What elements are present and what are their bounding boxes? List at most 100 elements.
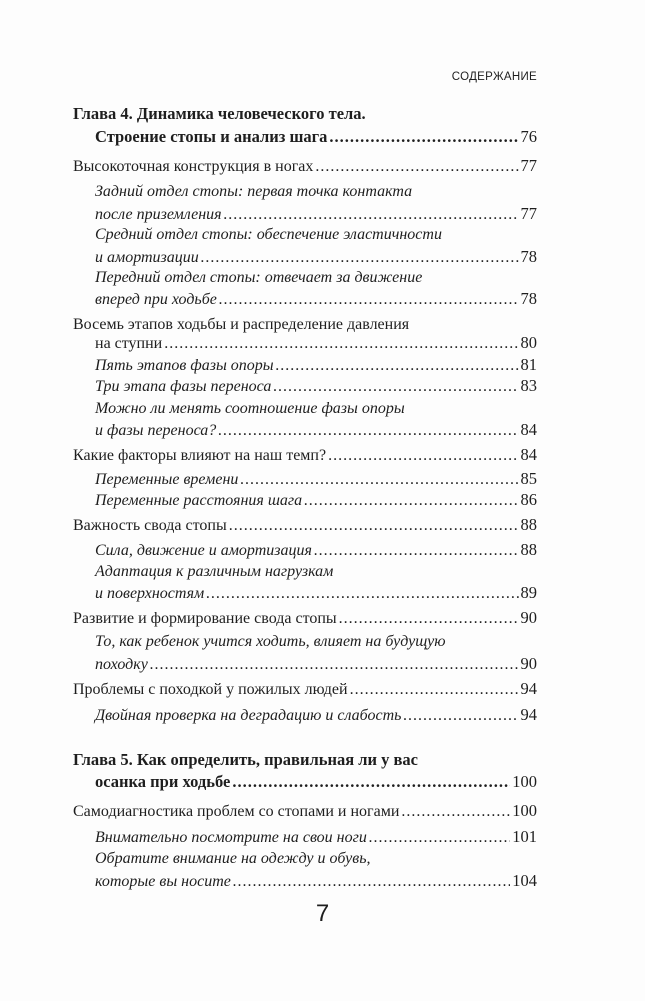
- toc-entry-title: Внимательно посмотрите на свои ноги: [95, 829, 367, 846]
- toc-page-number: 88: [520, 540, 538, 559]
- dot-leader: [369, 828, 510, 848]
- toc-entry-section: Самодиагностика проблем со стопами и ног…: [73, 801, 537, 822]
- toc-entry-title: которые вы носите: [95, 873, 231, 890]
- toc-entry-title: на ступни: [95, 335, 163, 352]
- toc-entry-title: Обратите внимание на одежду и обувь,: [95, 850, 371, 867]
- toc-entry-subsection: и амортизации 78: [95, 247, 537, 268]
- toc-entry-title: осанка при ходьбе: [95, 772, 231, 791]
- dot-leader: [276, 356, 519, 376]
- dot-leader: [350, 680, 519, 700]
- toc-entry-title: Высокоточная конструкция в ногах: [73, 158, 314, 175]
- toc-entry-title: Глава 4. Динамика человеческого тела.: [73, 104, 366, 123]
- toc-entry-subsection: То, как ребенок учится ходить, влияет на…: [95, 632, 537, 652]
- toc-entry-subsection: Обратите внимание на одежду и обувь,: [95, 849, 537, 869]
- dot-leader: [233, 872, 510, 892]
- toc-entry-title: Переменные времени: [95, 471, 239, 488]
- toc-entry-subsection: и поверхностям 89: [95, 583, 537, 604]
- toc-page-number: 81: [520, 355, 538, 374]
- toc-entry-section: Развитие и формирование свода стопы 90: [73, 608, 537, 629]
- dot-leader: [224, 205, 519, 225]
- toc-entry-title: То, как ребенок учится ходить, влияет на…: [95, 633, 446, 650]
- dot-leader: [304, 491, 518, 511]
- toc-entry-title: Самодиагностика проблем со стопами и ног…: [73, 803, 400, 820]
- toc-entry-subsection: Средний отдел стопы: обеспечение эластич…: [95, 225, 537, 245]
- toc-entry-subsection: Передний отдел стопы: отвечает за движен…: [95, 268, 537, 288]
- dot-leader: [201, 248, 519, 268]
- toc-page-number: 94: [520, 679, 538, 698]
- toc-entry-subsection: Адаптация к различным нагрузкам: [95, 562, 537, 582]
- toc-page-number: 94: [520, 705, 538, 724]
- toc-entry-subsection: Можно ли менять соотношение фазы опоры: [95, 399, 537, 419]
- toc-entry-title: Задний отдел стопы: первая точка контакт…: [95, 183, 413, 200]
- toc-entry-title: походку: [95, 656, 148, 673]
- toc-entry-section: Проблемы с походкой у пожилых людей 94: [73, 679, 537, 700]
- toc-page-number: 101: [512, 827, 537, 846]
- toc-page-number: 86: [520, 490, 538, 509]
- dot-leader: [273, 377, 518, 397]
- toc-entry-title: после приземления: [95, 206, 222, 223]
- toc-page-number: 80: [520, 333, 538, 352]
- toc-entry-title: Пять этапов фазы опоры: [95, 357, 274, 374]
- dot-leader: [339, 609, 519, 629]
- toc-page-number: 90: [520, 608, 538, 627]
- toc-entry-title: Важность свода стопы: [73, 517, 227, 534]
- dot-leader: [232, 772, 510, 792]
- dot-leader: [229, 516, 519, 536]
- dot-leader: [240, 470, 518, 490]
- toc-page-number: 90: [520, 654, 538, 673]
- toc-page-number: 84: [520, 445, 538, 464]
- toc-entry-subsection: и фазы переноса? 84: [95, 420, 537, 441]
- dot-leader: [314, 541, 519, 561]
- toc-entry-title: Глава 5. Как определить, правильная ли у…: [73, 750, 419, 769]
- toc-entry-chapter: Глава 4. Динамика человеческого тела.: [73, 104, 537, 124]
- dot-leader: [329, 127, 518, 147]
- toc-entry-title: Средний отдел стопы: обеспечение эластич…: [95, 226, 442, 243]
- toc-entry-subsection: Задний отдел стопы: первая точка контакт…: [95, 182, 537, 202]
- toc-page-number: 100: [512, 772, 537, 791]
- toc-entry-section: на ступни 80: [95, 333, 537, 354]
- toc-entry-section: Восемь этапов ходьбы и распределение дав…: [73, 315, 537, 335]
- toc-entry-title: Переменные расстояния шага: [95, 492, 303, 509]
- toc-entry-subsection: Внимательно посмотрите на свои ноги 101: [95, 827, 537, 848]
- toc-entry-subsection: Переменные времени 85: [95, 469, 537, 490]
- toc-page-number: 100: [512, 801, 537, 820]
- toc-entry-title: Двойная проверка на деградацию и слабост…: [95, 707, 402, 724]
- dot-leader: [206, 584, 518, 604]
- toc-entry-section: Высокоточная конструкция в ногах 77: [73, 156, 537, 177]
- toc-page-number: 76: [520, 127, 538, 146]
- toc-page-number: 84: [520, 420, 538, 439]
- toc-page-number: 78: [520, 247, 538, 266]
- toc-entry-title: Строение стопы и анализ шага: [95, 127, 328, 146]
- toc-entry-title: Сила, движение и амортизация: [95, 542, 312, 559]
- toc-entry-subsection: Двойная проверка на деградацию и слабост…: [95, 705, 537, 726]
- toc-page-number: 78: [520, 289, 538, 308]
- toc-entry-title: Проблемы с походкой у пожилых людей: [73, 681, 348, 698]
- toc-entry-subsection: после приземления 77: [95, 204, 537, 225]
- toc-entry-subsection: Сила, движение и амортизация 88: [95, 540, 537, 561]
- running-head: СОДЕРЖАНИЕ: [451, 71, 537, 83]
- dot-leader: [403, 706, 518, 726]
- page-number: 7: [315, 900, 330, 927]
- toc-page-number: 77: [520, 156, 538, 175]
- toc-page-number: 83: [520, 376, 538, 395]
- toc-entry-subsection: походку 90: [95, 654, 537, 675]
- dot-leader: [328, 446, 518, 466]
- toc-page-number: 85: [520, 469, 538, 488]
- toc-entry-title: Передний отдел стопы: отвечает за движен…: [95, 269, 423, 286]
- toc-entry-title: Восемь этапов ходьбы и распределение дав…: [73, 316, 410, 333]
- toc-entry-chapter: осанка при ходьбе 100: [95, 772, 537, 792]
- toc-entry-chapter: Глава 5. Как определить, правильная ли у…: [73, 750, 537, 770]
- toc-entry-title: и поверхностям: [95, 585, 205, 602]
- toc-entry-title: Адаптация к различным нагрузкам: [95, 563, 334, 580]
- toc-entry-section: Важность свода стопы 88: [73, 515, 537, 536]
- toc-entry-section: Какие факторы влияют на наш темп? 84: [73, 445, 537, 466]
- dot-leader: [164, 334, 518, 354]
- toc-entry-subsection: которые вы носите 104: [95, 871, 537, 892]
- toc-entry-title: и фазы переноса?: [95, 422, 217, 439]
- dot-leader: [219, 290, 519, 310]
- toc-entry-subsection: Переменные расстояния шага 86: [95, 490, 537, 511]
- toc-entry-subsection: Три этапа фазы переноса 83: [95, 376, 537, 397]
- toc-page-number: 88: [520, 515, 538, 534]
- dot-leader: [218, 421, 518, 441]
- toc-entry-title: Три этапа фазы переноса: [95, 378, 272, 395]
